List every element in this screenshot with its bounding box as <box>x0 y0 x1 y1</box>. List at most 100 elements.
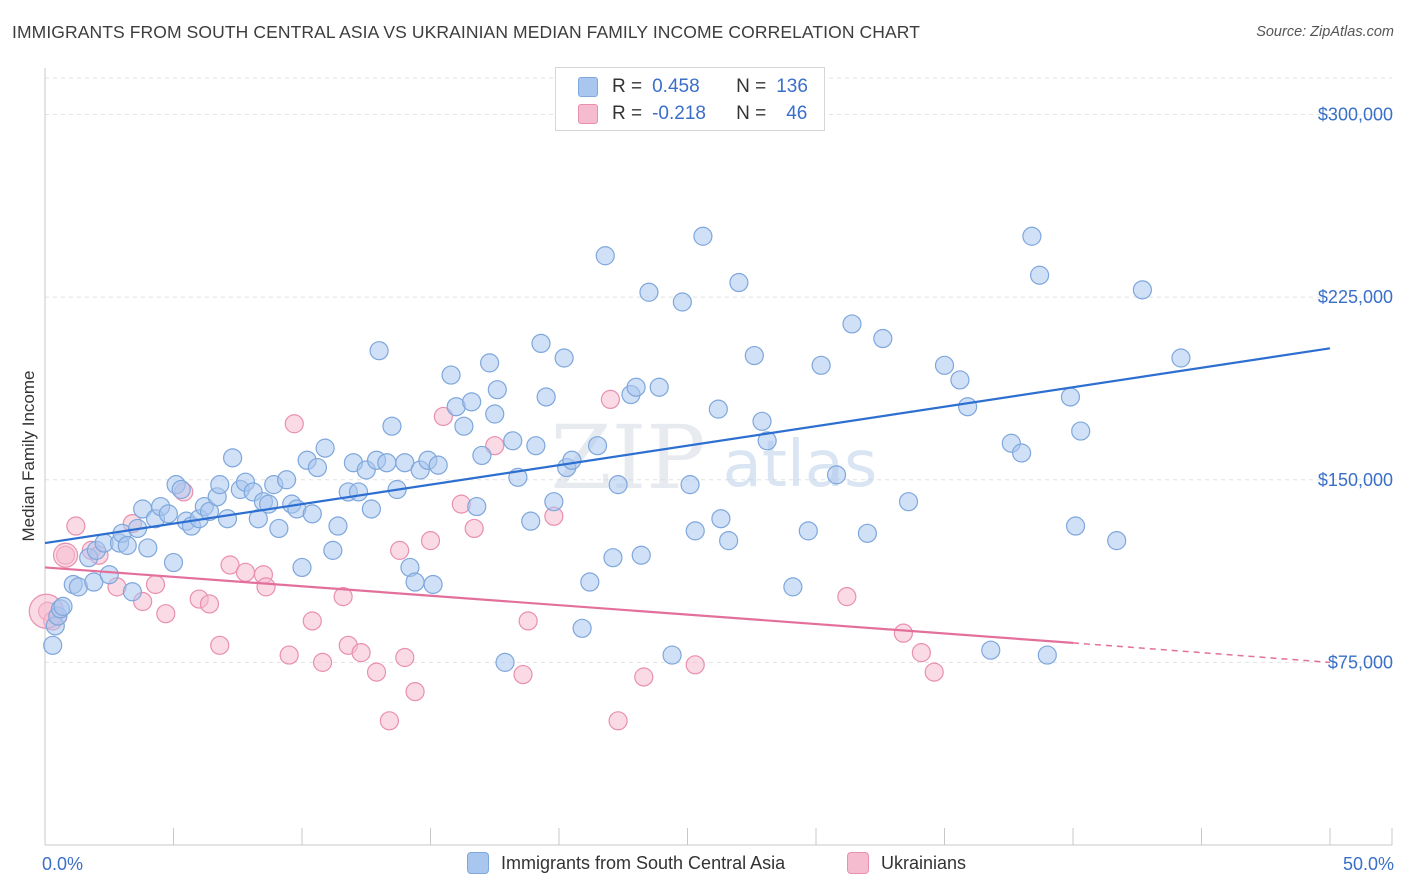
south-central-asia-point <box>631 545 651 565</box>
south-central-asia-point <box>857 523 878 543</box>
south-central-asia-point <box>217 509 238 529</box>
ukrainians-point <box>685 655 705 675</box>
ukrainians-point <box>390 540 410 560</box>
ukrainians-point <box>513 664 533 685</box>
south-central-asia-point <box>536 387 556 407</box>
south-central-asia-point <box>369 341 389 361</box>
south-central-asia-point <box>811 355 831 375</box>
south-central-asia-point <box>158 504 178 524</box>
legend-r-label: R = <box>612 103 643 124</box>
legend-row-pink: R = -0.218 N = 46 <box>578 101 807 127</box>
ukrainians-point <box>366 662 387 682</box>
legend-n-label: N = <box>736 103 767 124</box>
south-central-asia-point <box>950 370 970 390</box>
south-central-asia-point <box>1071 421 1091 441</box>
south-central-asia-point <box>531 333 551 354</box>
south-central-asia-point <box>428 455 448 475</box>
south-central-asia-point <box>1022 226 1042 246</box>
south-central-asia-point <box>487 380 507 400</box>
south-central-asia-point <box>307 457 328 478</box>
ukrainians-point <box>379 711 399 731</box>
south-central-asia-point <box>1060 387 1081 407</box>
legend-swatch-blue <box>467 852 489 874</box>
south-central-asia-point <box>603 548 623 568</box>
south-central-asia-point <box>719 531 739 551</box>
ukrainians-point <box>256 577 276 597</box>
south-central-asia-point <box>752 411 772 431</box>
south-central-asia-point <box>503 431 523 451</box>
y-tick-label: $300,000 <box>1318 105 1393 125</box>
south-central-asia-point <box>1107 531 1127 551</box>
south-central-asia-point <box>662 645 682 665</box>
south-central-asia-point <box>117 535 137 556</box>
legend-n-value: 136 <box>776 76 808 97</box>
south-central-asia-point <box>138 538 158 558</box>
south-central-asia-point <box>649 377 669 397</box>
ukrainians-point <box>351 643 371 663</box>
south-central-asia-point <box>323 540 343 560</box>
ukrainians-trend-line-extension <box>1072 642 1331 664</box>
ukrainians-point <box>924 662 944 682</box>
south-central-asia-point <box>423 574 443 595</box>
ukrainians-point <box>312 652 333 672</box>
watermark-atlas: atlas <box>723 428 878 502</box>
south-central-asia-point <box>361 499 381 519</box>
south-central-asia-point <box>1037 645 1057 665</box>
south-central-asia-point <box>53 596 73 616</box>
south-central-asia-point <box>441 365 461 385</box>
ukrainians-point <box>156 604 176 624</box>
south-central-asia-point <box>757 431 777 451</box>
south-central-asia-point <box>608 475 628 495</box>
south-central-asia-point <box>580 572 600 592</box>
ukrainians-point <box>911 643 931 663</box>
south-central-asia-point <box>826 465 847 485</box>
legend-row-blue: R = 0.458 N = 136 <box>578 74 808 100</box>
south-central-asia-point <box>292 557 312 578</box>
south-central-asia-point <box>210 475 230 495</box>
south-central-asia-point <box>744 345 764 366</box>
south-central-asia-point <box>122 582 142 602</box>
south-central-asia-point <box>495 652 515 672</box>
correlation-legend: R = 0.458 N = 136 R = -0.218 N = 46 <box>555 67 825 131</box>
ukrainians-point-large <box>52 542 79 568</box>
south-central-asia-trend-line <box>44 347 1331 545</box>
ukrainians-point <box>464 518 484 539</box>
south-central-asia-point <box>672 292 692 312</box>
south-central-asia-point <box>711 509 731 529</box>
ukrainians-point <box>279 645 299 665</box>
trend-lines <box>44 347 1331 664</box>
south-central-asia-point <box>595 246 615 266</box>
south-central-asia-point <box>680 475 700 495</box>
south-central-asia-point <box>302 504 322 524</box>
ukrainians-point <box>518 611 538 631</box>
legend-r-value: -0.218 <box>652 103 706 124</box>
x-tick-label-min: 0.0% <box>42 854 83 874</box>
south-central-asia-point <box>480 353 500 373</box>
ukrainians-point <box>485 436 505 456</box>
axes <box>44 68 1393 846</box>
south-central-asia-point <box>276 470 297 490</box>
south-central-asia-point <box>626 377 646 397</box>
south-central-asia-point <box>382 416 402 436</box>
south-central-asia-points <box>43 226 1191 672</box>
x-tick-label-max: 50.0% <box>1343 854 1394 874</box>
y-axis-label: Median Family Income <box>19 370 38 541</box>
south-central-asia-point <box>783 577 803 597</box>
south-central-asia-point <box>842 314 862 334</box>
south-central-asia-point <box>572 618 592 638</box>
legend-r-value: 0.458 <box>652 76 700 97</box>
south-central-asia-point <box>1065 516 1086 536</box>
ukrainians-point <box>302 611 322 631</box>
south-central-asia-point <box>171 479 191 500</box>
south-central-asia-point <box>454 416 474 436</box>
south-central-asia-point <box>958 397 978 417</box>
south-central-asia-point <box>873 328 893 349</box>
south-central-asia-point <box>639 282 659 302</box>
south-central-asia-point <box>544 492 564 512</box>
south-central-asia-point <box>377 453 397 473</box>
legend-swatch-blue <box>578 77 598 97</box>
south-central-asia-point <box>405 572 425 592</box>
ukrainians-point <box>66 516 86 536</box>
ukrainians-point <box>433 406 453 427</box>
